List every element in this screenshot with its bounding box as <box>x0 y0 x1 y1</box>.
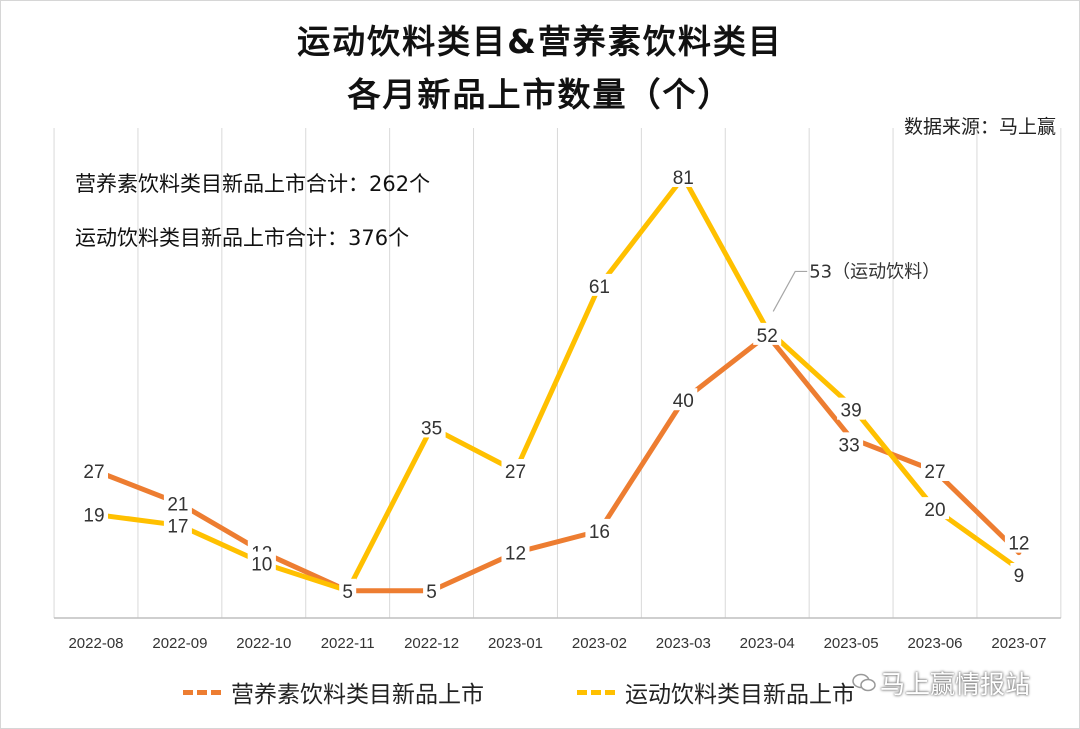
data-label: 9 <box>1014 566 1025 587</box>
data-label-bg <box>1004 530 1033 553</box>
data-label: 20 <box>924 500 945 521</box>
nutrition-total-note: 营养素饮料类目新品上市合计：262个 <box>75 172 431 196</box>
data-label: 81 <box>673 168 694 189</box>
x-tick-label: 2022-10 <box>236 635 291 652</box>
data-label-bg <box>80 459 108 481</box>
data-label-bg <box>835 432 864 455</box>
sports-total-note: 运动饮料类目新品上市合计：376个 <box>75 226 410 250</box>
x-tick-label: 2023-04 <box>740 635 795 652</box>
data-label-bg <box>669 388 698 411</box>
data-label-bg <box>921 497 949 520</box>
data-label: 27 <box>505 462 526 483</box>
data-source: 数据来源：马上赢 <box>903 116 1056 138</box>
legend-item-nutrition: 营养素饮料类目新品上市 <box>183 675 484 709</box>
data-label-bg <box>247 551 276 574</box>
x-tick-label: 2022-08 <box>68 635 123 652</box>
x-tick-label: 2022-11 <box>321 635 375 652</box>
data-label-bg <box>585 273 614 296</box>
x-tick-label: 2023-06 <box>907 635 962 652</box>
data-label-bg <box>753 322 782 345</box>
wechat-icon <box>852 673 876 692</box>
data-label-bg <box>1010 563 1028 585</box>
data-label-bg <box>501 540 530 563</box>
callout-leader <box>772 270 808 312</box>
data-label: 35 <box>421 418 442 439</box>
callout-label: 53（运动饮料） <box>809 261 940 282</box>
x-tick-label: 2023-07 <box>991 635 1046 652</box>
legend-swatch-sports <box>577 689 615 695</box>
data-label-bg <box>585 518 614 541</box>
data-label: 27 <box>83 462 104 483</box>
data-label: 10 <box>251 555 272 576</box>
data-label-bg <box>339 578 357 601</box>
legend-swatch-nutrition <box>183 689 221 695</box>
x-tick-label: 2022-09 <box>152 635 207 652</box>
x-tick-label: 2023-01 <box>488 635 543 652</box>
watermark: 马上赢情报站 <box>852 665 1030 701</box>
legend-item-sports: 运动饮料类目新品上市 <box>577 675 855 709</box>
x-tick-label: 2023-05 <box>824 635 879 652</box>
data-label: 5 <box>342 582 353 603</box>
data-label: 39 <box>841 401 862 422</box>
legend-label-sports: 运动饮料类目新品上市 <box>625 682 855 708</box>
data-label: 27 <box>924 462 945 483</box>
data-label: 40 <box>673 391 694 412</box>
data-label: 19 <box>83 506 104 527</box>
data-label: 5 <box>426 582 437 603</box>
data-label: 33 <box>839 435 860 456</box>
watermark-text: 马上赢情报站 <box>880 670 1031 699</box>
data-label-bg <box>501 459 530 481</box>
data-label-bg <box>80 502 108 525</box>
data-label-bg <box>837 397 866 420</box>
x-tick-label: 2023-02 <box>572 635 627 652</box>
chart-title-line2: 各月新品上市数量（个） <box>347 75 733 114</box>
data-label-bg <box>423 578 441 601</box>
data-label: 16 <box>589 522 610 543</box>
data-label-bg <box>921 459 949 481</box>
data-label-bg <box>163 491 192 514</box>
data-label-bg <box>669 165 698 187</box>
data-label: 52 <box>757 326 778 347</box>
data-label-bg <box>417 415 446 438</box>
x-tick-label: 2023-03 <box>656 635 711 652</box>
data-label: 12 <box>1008 534 1029 555</box>
chart-title-line1: 运动饮料类目&营养素饮料类目 <box>297 22 783 61</box>
data-label: 61 <box>589 277 610 298</box>
legend-label-nutrition: 营养素饮料类目新品上市 <box>231 682 484 708</box>
data-label: 21 <box>167 495 188 516</box>
x-tick-label: 2022-12 <box>404 635 459 652</box>
data-label: 12 <box>505 544 526 565</box>
data-label-bg <box>163 513 192 536</box>
data-label: 17 <box>167 516 188 537</box>
